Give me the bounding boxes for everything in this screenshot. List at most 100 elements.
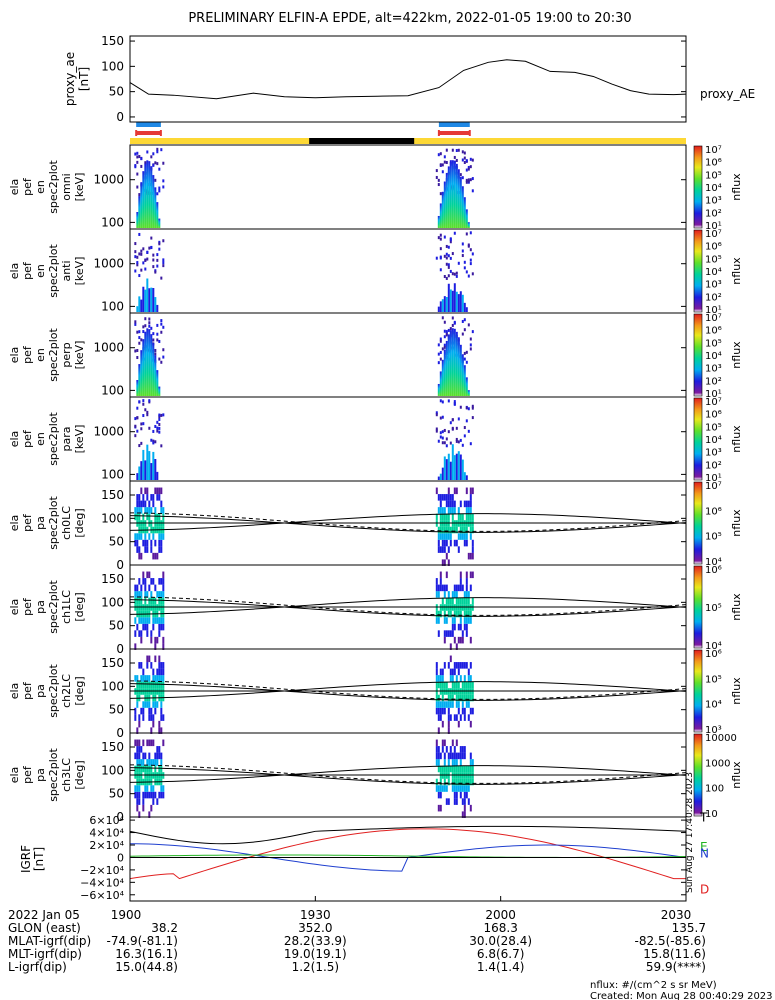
ephemeris-value: 28.2(33.9): [284, 934, 347, 948]
ylabel-line: en: [34, 264, 47, 278]
pa-flux-cell: [136, 798, 139, 805]
pa-flux-cell: [138, 500, 141, 508]
pa-flux-cell: [443, 539, 446, 547]
pa-flux-cell: [435, 746, 438, 753]
pa-flux-cell: [467, 785, 470, 792]
spectrogram-noise: [134, 349, 137, 353]
y-tick-label: 1000: [93, 341, 124, 355]
pa-flux-cell: [160, 752, 163, 760]
spectrogram-noise: [439, 152, 442, 156]
pa-flux-cell: [459, 675, 462, 682]
pa-flux-cell: [461, 681, 464, 689]
pa-flux-cell: [146, 571, 149, 579]
pa-flux-cell: [447, 707, 450, 715]
spectrogram-flux: [144, 289, 147, 312]
pa-flux-cell: [150, 507, 153, 514]
pa-flux-cell: [449, 500, 452, 508]
spectrogram-noise: [156, 429, 159, 433]
pa-flux-cell: [160, 668, 163, 676]
pa-flux-cell: [150, 714, 153, 721]
pa-flux-cell: [142, 578, 145, 585]
time-tick-label: 2000: [485, 908, 516, 922]
anti-loss-cone-line: [129, 515, 687, 533]
pa-flux-cell: [463, 804, 466, 812]
spectrogram-flux: [152, 343, 155, 396]
spectrogram-noise: [457, 440, 460, 444]
pa-flux-cell: [449, 765, 452, 773]
pa-flux-cell: [140, 662, 143, 669]
pa-flux-cell: [150, 578, 153, 585]
pa-flux-cell: [469, 500, 472, 508]
pa-flux-cell: [156, 701, 159, 708]
ylabel-line: spec2plot: [47, 664, 60, 718]
spectrogram-flux: [459, 291, 462, 312]
spectrogram-flux: [156, 471, 159, 480]
pa-flux-cell: [457, 662, 460, 669]
colorbar-ch3lc: [693, 733, 703, 817]
spectrogram-noise: [471, 406, 474, 410]
spectrogram-noise: [144, 408, 147, 412]
spectrogram-noise: [439, 350, 442, 354]
spectrogram-noise: [435, 169, 438, 173]
spectrogram-noise: [449, 421, 452, 425]
pa-flux-cell: [453, 746, 456, 753]
spectrogram-noise: [156, 150, 159, 154]
pa-flux-cell: [140, 552, 143, 560]
colorbar-tick-label: 10¹: [705, 305, 722, 316]
spectrogram-noise: [451, 148, 454, 152]
pa-flux-cell: [136, 791, 139, 799]
pa-flux-cell: [160, 759, 163, 766]
y-tick-label: 50: [109, 535, 124, 549]
pa-flux-cell: [469, 765, 472, 773]
pa-flux-cell: [138, 597, 141, 605]
spectrogram-noise: [463, 160, 466, 164]
pa-flux-cell: [463, 694, 466, 702]
pa-flux-cell: [146, 513, 149, 521]
science-zone-bar: [438, 122, 470, 127]
pa-flux-cell: [455, 714, 458, 721]
spectrogram-noise: [445, 160, 448, 164]
spectrogram-flux: [138, 196, 141, 228]
pa-flux-cell: [453, 752, 456, 760]
spectrogram-noise: [154, 352, 157, 356]
spectrogram-noise: [158, 417, 161, 421]
spectrogram-noise: [134, 250, 137, 254]
spectrogram-noise: [154, 161, 157, 165]
pa-flux-cell: [162, 739, 165, 747]
pa-flux-cell: [134, 675, 137, 682]
spectrogram-noise: [152, 439, 155, 443]
pa-flux-cell: [449, 539, 452, 547]
colorbar-ch1lc: [693, 565, 703, 649]
pa-flux-cell: [162, 507, 165, 514]
pa-flux-cell: [435, 610, 438, 618]
time-tick-label: 1900: [111, 908, 142, 922]
pa-flux-cell: [461, 630, 464, 637]
pa-flux-cell: [158, 727, 161, 734]
pa-flux-cell: [465, 533, 468, 540]
pa-flux-cell: [148, 752, 151, 760]
pa-flux-cell: [160, 591, 163, 598]
pa-flux-cell: [144, 578, 147, 585]
spectrogram-noise: [443, 428, 446, 432]
spectrogram-noise: [471, 252, 474, 256]
pa-flux-cell: [158, 791, 161, 799]
pa-flux-cell: [154, 701, 157, 708]
pa-flux-cell: [150, 785, 153, 792]
pa-flux-cell: [154, 681, 157, 689]
pa-flux-cell: [461, 636, 464, 644]
pa-flux-cell: [447, 694, 450, 702]
spectrogram-flux: [455, 291, 458, 312]
time-axis-date: 2022 Jan 05: [8, 908, 80, 922]
pa-flux-cell: [461, 597, 464, 605]
spectrogram-flux: [451, 328, 454, 396]
pa-flux-cell: [451, 591, 454, 598]
pa-flux-cell: [154, 584, 157, 592]
pa-flux-cell: [461, 694, 464, 702]
spectrogram-noise: [451, 252, 454, 256]
pa-flux-cell: [459, 778, 462, 786]
pa-flux-cell: [453, 539, 456, 547]
pa-flux-cell: [459, 694, 462, 702]
pa-flux-cell: [469, 707, 472, 715]
pa-flux-cell: [449, 668, 452, 676]
pa-flux-cell: [146, 539, 149, 547]
